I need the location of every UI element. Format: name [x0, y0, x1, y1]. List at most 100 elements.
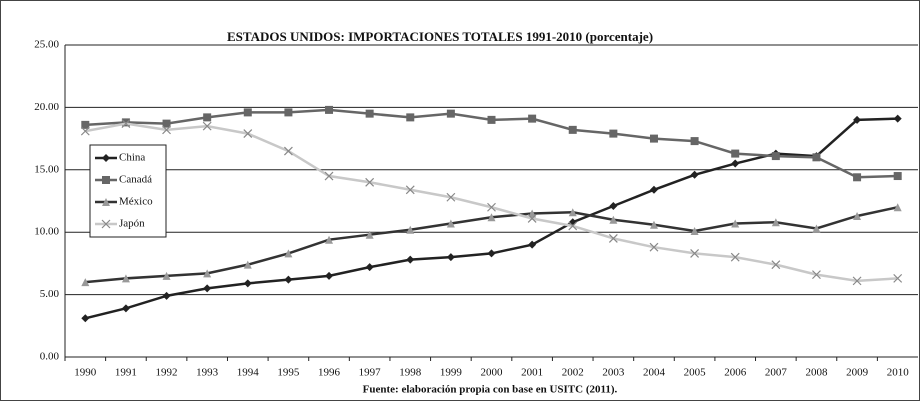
x-tick-label: 1999	[440, 367, 463, 379]
point	[81, 120, 90, 129]
point	[365, 177, 375, 187]
point	[446, 192, 456, 202]
point	[406, 113, 415, 122]
point	[243, 260, 252, 269]
legend-marker	[102, 176, 110, 184]
point	[162, 125, 171, 135]
point	[812, 270, 821, 280]
point	[893, 203, 902, 212]
point	[325, 271, 334, 280]
point	[243, 279, 252, 288]
x-tick-label: 2006	[724, 367, 747, 379]
point	[121, 304, 130, 313]
point	[527, 214, 537, 223]
point	[446, 109, 455, 118]
legend-label: China	[119, 152, 145, 164]
x-tick-label: 1992	[156, 367, 178, 379]
point	[568, 125, 577, 134]
point	[80, 126, 90, 136]
point	[406, 255, 415, 264]
point	[568, 208, 577, 217]
legend-label: México	[119, 196, 153, 208]
point	[243, 108, 252, 117]
point	[812, 153, 821, 162]
point	[893, 273, 903, 283]
point	[203, 113, 212, 122]
point	[568, 221, 578, 231]
legend-marker	[101, 219, 111, 229]
x-tick-label: 1998	[399, 367, 422, 379]
point	[528, 114, 537, 123]
point	[284, 275, 293, 284]
source: Fuente: elaboración propia con base en U…	[363, 384, 618, 396]
chart-title: ESTADOS UNIDOS: IMPORTACIONES TOTALES 19…	[227, 29, 653, 44]
point	[608, 234, 618, 243]
point	[649, 242, 659, 252]
point	[121, 274, 130, 283]
point	[487, 249, 496, 258]
point	[812, 224, 821, 233]
x-tick-label: 1991	[115, 367, 137, 379]
point	[771, 152, 780, 161]
x-tick-label: 1993	[196, 367, 219, 379]
point	[771, 260, 781, 270]
point	[283, 146, 293, 156]
point	[853, 211, 862, 220]
point	[446, 219, 455, 228]
point	[609, 201, 618, 210]
x-tick-label: 1990	[74, 367, 97, 379]
x-tick-label: 2002	[562, 367, 584, 379]
point	[649, 134, 658, 143]
point	[162, 291, 171, 300]
point	[771, 218, 780, 227]
point	[121, 119, 131, 129]
point	[528, 240, 537, 249]
point	[284, 108, 293, 117]
x-tick-label: 2003	[602, 367, 625, 379]
point	[162, 119, 171, 128]
point	[853, 173, 862, 182]
y-tick-label: 20.00	[34, 101, 59, 113]
point	[852, 276, 862, 286]
x-tick-label: 2008	[805, 367, 828, 379]
x-tick-label: 2000	[481, 367, 504, 379]
x-tick-label: 2009	[846, 367, 869, 379]
point	[325, 235, 334, 244]
legend-marker	[102, 154, 110, 162]
x-tick-label: 2004	[643, 367, 666, 379]
y-tick-label: 0.00	[40, 351, 60, 363]
point	[405, 185, 415, 195]
point	[893, 114, 902, 123]
y-tick-label: 25.00	[34, 39, 59, 51]
legend-box	[89, 144, 167, 238]
point	[609, 129, 618, 138]
x-tick-label: 1995	[277, 367, 300, 379]
point	[690, 248, 700, 258]
x-tick-label: 1996	[318, 367, 341, 379]
x-tick-label: 2005	[684, 367, 707, 379]
point	[528, 209, 537, 218]
y-tick-label: 10.00	[34, 226, 59, 238]
point	[690, 170, 699, 179]
point	[243, 129, 253, 139]
point	[893, 172, 902, 181]
point	[487, 115, 496, 124]
x-tick-label: 2001	[521, 367, 543, 379]
point	[81, 314, 90, 323]
point	[446, 253, 455, 262]
point	[324, 171, 334, 181]
point	[853, 115, 862, 124]
legend-marker	[102, 198, 110, 206]
point	[202, 121, 212, 131]
y-tick-label: 15.00	[34, 163, 59, 175]
point	[731, 159, 740, 168]
point	[731, 219, 740, 228]
point	[203, 284, 212, 293]
x-tick-label: 1994	[237, 367, 260, 379]
point	[690, 137, 699, 146]
point	[325, 105, 334, 114]
point	[365, 263, 374, 272]
point	[365, 230, 374, 239]
point	[81, 278, 90, 287]
point	[731, 149, 740, 158]
